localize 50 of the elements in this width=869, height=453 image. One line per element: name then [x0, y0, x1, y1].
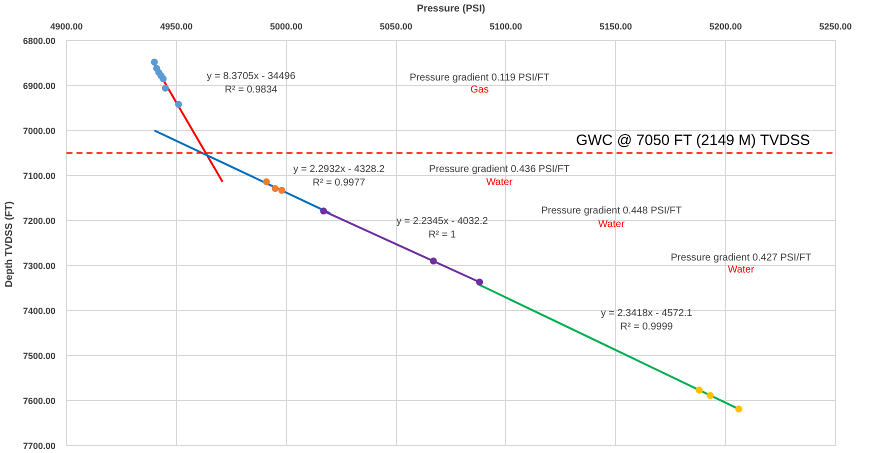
point: [150, 58, 158, 66]
point: [278, 186, 286, 194]
annotation: y = 2.2345x - 4032.2: [396, 216, 488, 227]
x-tick-label: 4950.00: [160, 22, 193, 32]
annotation: y = 2.3418x - 4572.1: [600, 308, 693, 320]
annotation: y = 2.2932x - 4328.2: [293, 164, 386, 176]
annotation: R² = 1: [428, 229, 456, 240]
annotation: Water: [598, 219, 626, 230]
point: [262, 178, 270, 186]
x-tick-label: 4900.00: [50, 22, 83, 32]
x-axis-title: Pressure (PSI): [416, 4, 486, 14]
x-tick-label: 5250.00: [819, 22, 852, 32]
y-tick-label: 7600.00: [22, 396, 56, 406]
annotation: Pressure gradient 0.119 PSI/FT: [410, 72, 550, 84]
annotation: Pressure gradient 0.436 PSI/FT: [429, 164, 570, 176]
annotation: R² = 0.9834: [224, 84, 278, 96]
y-tick-label: 7200.00: [22, 216, 56, 226]
y-tick-label: 7000.00: [22, 126, 56, 136]
point: [320, 208, 328, 215]
x-tick-label: 5000.00: [270, 22, 302, 32]
annotation: Gas: [470, 84, 489, 96]
y-tick-label: 6800.00: [22, 36, 56, 46]
y-tick-label: 7700.00: [22, 441, 56, 451]
annotation: R² = 0.9977: [312, 178, 366, 189]
annotation: y = 8.3705x - 34496: [206, 71, 296, 82]
x-tick-label: 5150.00: [600, 22, 632, 32]
x-tick-label: 5050.00: [380, 22, 412, 32]
ref-line-label: GWC @ 7050 FT (2149 M) TVDSS: [576, 132, 810, 149]
annotation: R² = 0.9999: [620, 322, 674, 333]
point: [696, 386, 703, 394]
annotation: Water: [728, 264, 755, 276]
point: [430, 258, 437, 264]
annotation: Pressure gradient 0.427 PSI/FT: [670, 252, 812, 264]
point: [706, 392, 714, 400]
point: [175, 100, 182, 108]
y-tick-label: 7300.00: [22, 261, 56, 271]
y-tick-label: 6900.00: [22, 81, 56, 91]
y-tick-label: 7400.00: [22, 306, 56, 316]
point: [272, 185, 279, 192]
point: [735, 406, 742, 413]
annotation: Pressure gradient 0.448 PSI/FT: [541, 206, 682, 217]
x-tick-label: 5100.00: [490, 22, 522, 32]
y-axis-title: Depth TVDSS (FT): [4, 201, 15, 288]
annotation: Water: [486, 176, 514, 188]
point: [162, 84, 169, 92]
y-tick-label: 7100.00: [22, 171, 56, 181]
x-tick-label: 5200.00: [709, 22, 742, 32]
y-tick-label: 7500.00: [22, 351, 56, 361]
point: [476, 278, 484, 286]
point: [160, 75, 167, 82]
